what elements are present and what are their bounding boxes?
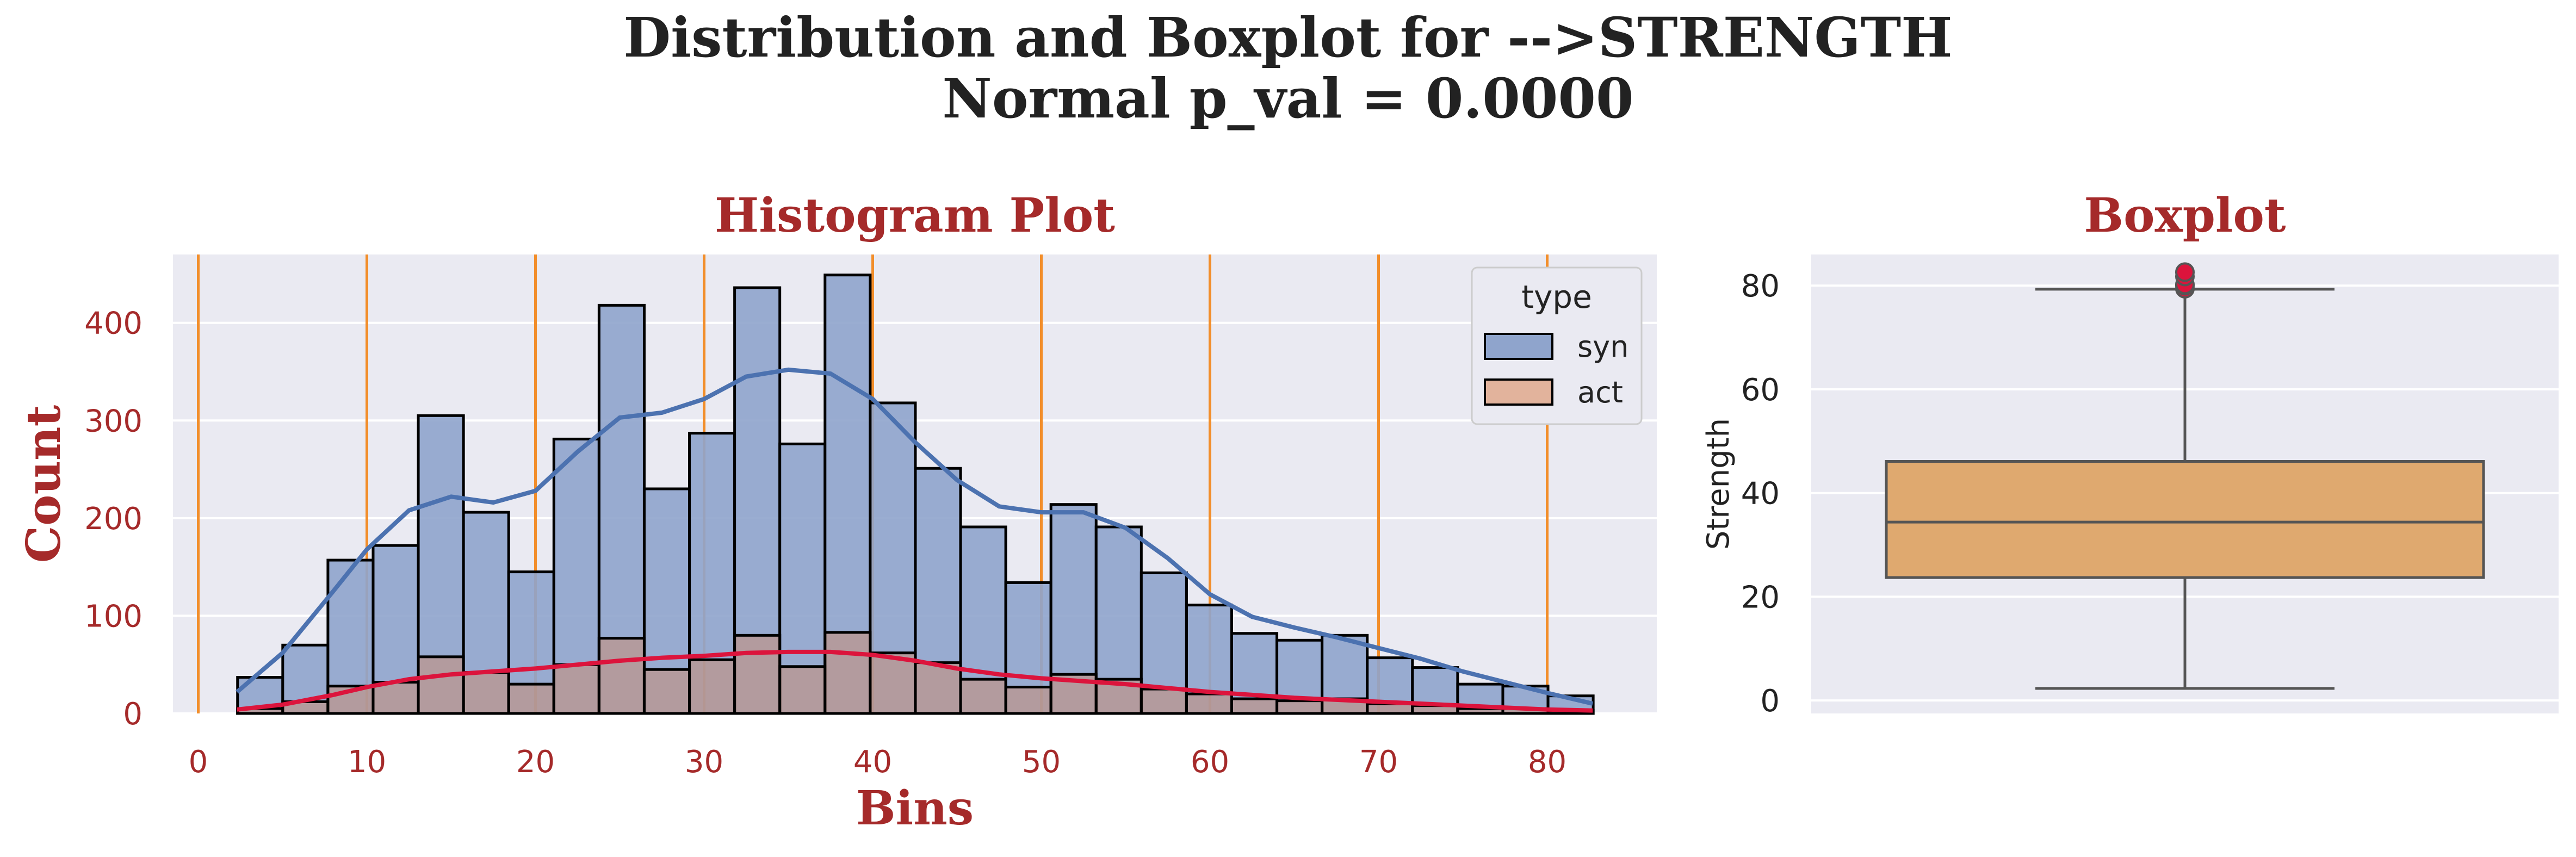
act-bar-6 [507, 682, 555, 715]
histogram-x-tick-40: 40 [853, 744, 892, 780]
act-bar-4 [417, 655, 465, 715]
boxplot-outliers [2175, 262, 2195, 299]
boxplot-title: Boxplot [2084, 188, 2286, 243]
histogram-y-tick-0: 0 [123, 697, 143, 732]
act-bar-13 [823, 631, 872, 715]
histogram-y-tick-labels: 0 100 200 300 400 [84, 306, 143, 732]
histogram-x-tick-60: 60 [1191, 744, 1229, 780]
histogram-y-tick-100: 100 [84, 599, 143, 634]
boxplot-y-tick-80: 80 [1741, 269, 1780, 304]
act-bar-5 [462, 671, 510, 715]
boxplot-y-tick-20: 20 [1741, 580, 1780, 615]
legend-title: type [1521, 278, 1592, 315]
act-bar-10 [688, 658, 736, 715]
syn-bar-8 [597, 303, 646, 715]
histogram-x-tick-20: 20 [516, 744, 555, 780]
act-bar-15 [914, 661, 962, 715]
legend-label-act: act [1577, 375, 1623, 409]
legend-swatch-act [1484, 378, 1553, 406]
boxplot-y-axis-label: Strength [1701, 418, 1736, 550]
act-bar-7 [552, 663, 600, 715]
histogram-x-tick-70: 70 [1359, 744, 1398, 780]
histogram-x-tick-labels: 0 10 20 30 40 50 60 70 80 [189, 744, 1566, 780]
histogram-x-tick-30: 30 [685, 744, 723, 780]
act-bar-12 [778, 665, 827, 715]
histogram-y-tick-400: 400 [84, 306, 143, 341]
act-bar-21 [1185, 692, 1233, 715]
syn-kde-curve [236, 367, 1594, 706]
histogram-x-tick-10: 10 [348, 744, 386, 780]
boxplot-box-and-whiskers [1885, 288, 2485, 690]
histogram-x-tick-0: 0 [189, 744, 208, 780]
act-bar-9 [642, 668, 691, 715]
histogram-y-tick-300: 300 [84, 403, 143, 439]
histogram-y-tick-200: 200 [84, 501, 143, 537]
histogram-x-tick-80: 80 [1528, 744, 1566, 780]
boxplot-y-tick-0: 0 [1760, 684, 1780, 719]
act-bar-16 [959, 678, 1007, 715]
act-bar-3 [371, 681, 420, 715]
act-bar-17 [1004, 686, 1052, 715]
legend-label-syn: syn [1577, 330, 1628, 364]
histogram-y-axis-label: Count [16, 405, 71, 563]
histogram-x-tick-50: 50 [1022, 744, 1061, 780]
act-bar-22 [1230, 697, 1279, 715]
act-bar-11 [733, 634, 782, 715]
suptitle-line-1: Distribution and Boxplot for -->STRENGTH [623, 5, 1952, 70]
act-bar-20 [1140, 687, 1188, 715]
boxplot-y-tick-labels: 0 20 40 60 80 [1741, 269, 1780, 719]
outlier-point-4 [2175, 262, 2195, 282]
legend-swatch-syn [1484, 333, 1553, 360]
boxplot-y-tick-40: 40 [1741, 476, 1780, 512]
act-bar-23 [1275, 699, 1324, 715]
syn-bar-6 [507, 570, 555, 715]
boxplot-panel: 0 20 40 60 80 Boxplot Strength [1701, 188, 2559, 719]
suptitle-line-2: Normal p_val = 0.0000 [942, 66, 1633, 131]
histogram-x-axis-label: Bins [856, 781, 974, 836]
histogram-panel: 0 10 20 30 40 50 60 70 80 0 100 200 300 400 Histogra… [16, 188, 1657, 836]
act-bar-14 [869, 651, 917, 715]
histogram-title: Histogram Plot [715, 188, 1115, 243]
histogram-legend: type syn act [1471, 266, 1643, 425]
box-iqr [1885, 460, 2485, 579]
boxplot-y-tick-60: 60 [1741, 372, 1780, 408]
act-kde-curve [237, 649, 1593, 713]
syn-bar-15 [914, 467, 962, 715]
act-bar-8 [597, 637, 646, 715]
